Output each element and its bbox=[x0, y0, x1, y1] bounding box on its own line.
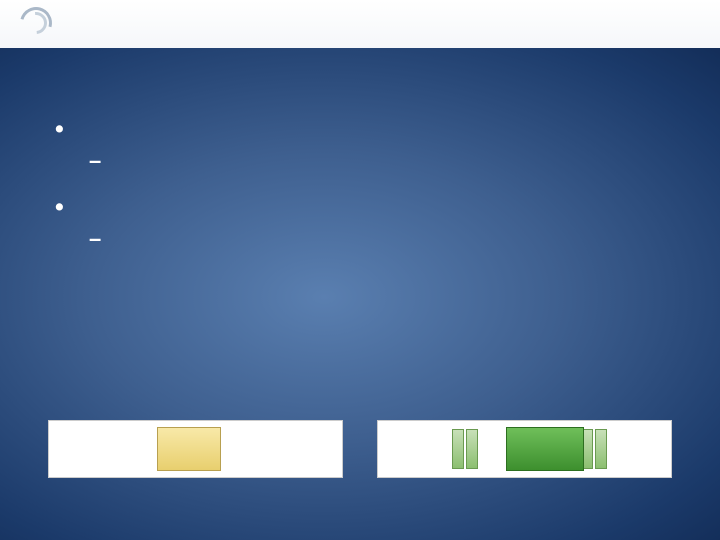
slide bbox=[0, 0, 720, 540]
content-area bbox=[55, 115, 685, 271]
transponder-icon bbox=[595, 429, 607, 469]
bullet-l1 bbox=[55, 193, 685, 222]
diagram-electrical bbox=[377, 420, 672, 478]
diagrams-row bbox=[48, 420, 672, 478]
header-bar bbox=[0, 0, 720, 48]
diagram-optical bbox=[48, 420, 343, 478]
optical-fabric-box bbox=[157, 427, 221, 471]
bullet-l1 bbox=[55, 115, 685, 144]
logo bbox=[16, 5, 62, 43]
electrical-fabric-box bbox=[506, 427, 584, 471]
transponder-icon bbox=[452, 429, 464, 469]
transponder-icon bbox=[466, 429, 478, 469]
logo-swirl-icon bbox=[16, 5, 58, 43]
bullet-l2 bbox=[89, 148, 685, 175]
bullet-l2 bbox=[89, 226, 685, 253]
